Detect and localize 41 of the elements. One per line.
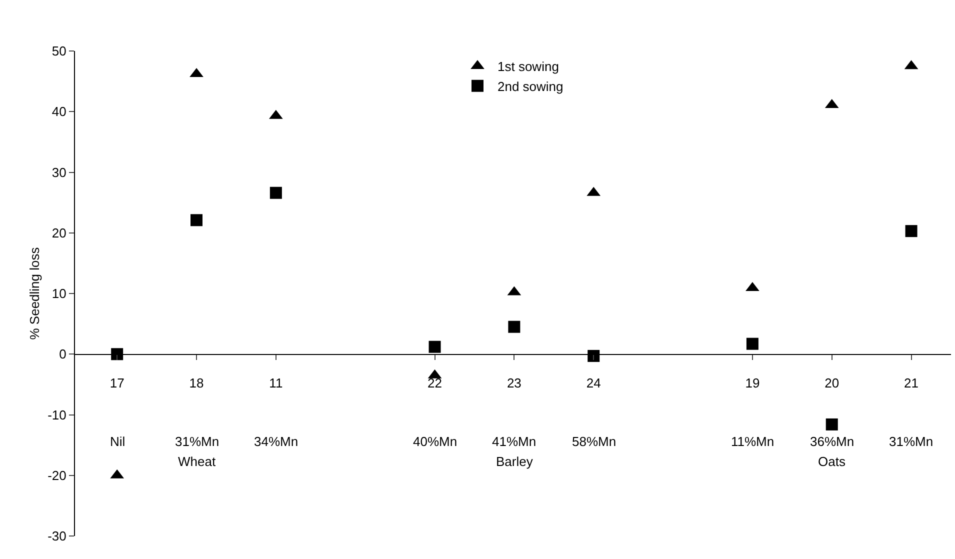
y-tick-label: 30 bbox=[52, 164, 66, 180]
point bbox=[746, 338, 758, 350]
y-tick-label: 50 bbox=[52, 44, 66, 59]
x-tick-label: 17 bbox=[110, 376, 124, 391]
x-tick-label: 22 bbox=[428, 376, 442, 391]
annotation: 34%Mn bbox=[254, 434, 298, 449]
annotation: 40%Mn bbox=[413, 434, 458, 449]
annotation: 58%Mn bbox=[572, 434, 616, 449]
y-tick-label: -20 bbox=[48, 468, 66, 483]
y-tick-label: 20 bbox=[52, 225, 66, 240]
legend-label: 2nd sowing bbox=[498, 78, 564, 94]
annotation: 31%Mn bbox=[175, 434, 220, 449]
annotation: 11%Mn bbox=[731, 434, 774, 449]
y-tick-label: 40 bbox=[52, 104, 66, 120]
point bbox=[826, 418, 838, 430]
y-axis-title: % Seedling loss bbox=[27, 246, 42, 340]
y-tick-label: 0 bbox=[59, 346, 66, 362]
y-tick-label: -30 bbox=[48, 528, 66, 544]
x-tick-label: 11 bbox=[269, 376, 283, 391]
point bbox=[588, 350, 600, 362]
annotation: Oats bbox=[818, 454, 846, 469]
legend-label: 1st sowing bbox=[498, 59, 559, 74]
point bbox=[428, 340, 441, 353]
y-tick-label: 10 bbox=[52, 286, 66, 302]
x-tick-label: 23 bbox=[506, 376, 522, 391]
point bbox=[270, 186, 282, 199]
x-tick-label: 18 bbox=[189, 376, 204, 391]
point bbox=[508, 320, 520, 333]
annotation: Barley bbox=[496, 454, 534, 469]
point bbox=[190, 214, 203, 226]
point bbox=[905, 225, 918, 238]
x-tick-label: 24 bbox=[586, 376, 601, 391]
annotation: 41%Mn bbox=[492, 434, 536, 449]
x-tick-label: 19 bbox=[745, 376, 760, 391]
y-tick-label: -10 bbox=[48, 407, 66, 422]
x-tick-label: 21 bbox=[904, 376, 919, 391]
annotation: Nil bbox=[110, 434, 126, 449]
annotation: 31%Mn bbox=[889, 434, 934, 449]
x-tick-label: 20 bbox=[824, 376, 840, 391]
annotation: 36%Mn bbox=[810, 434, 854, 449]
annotation: Wheat bbox=[178, 454, 216, 469]
